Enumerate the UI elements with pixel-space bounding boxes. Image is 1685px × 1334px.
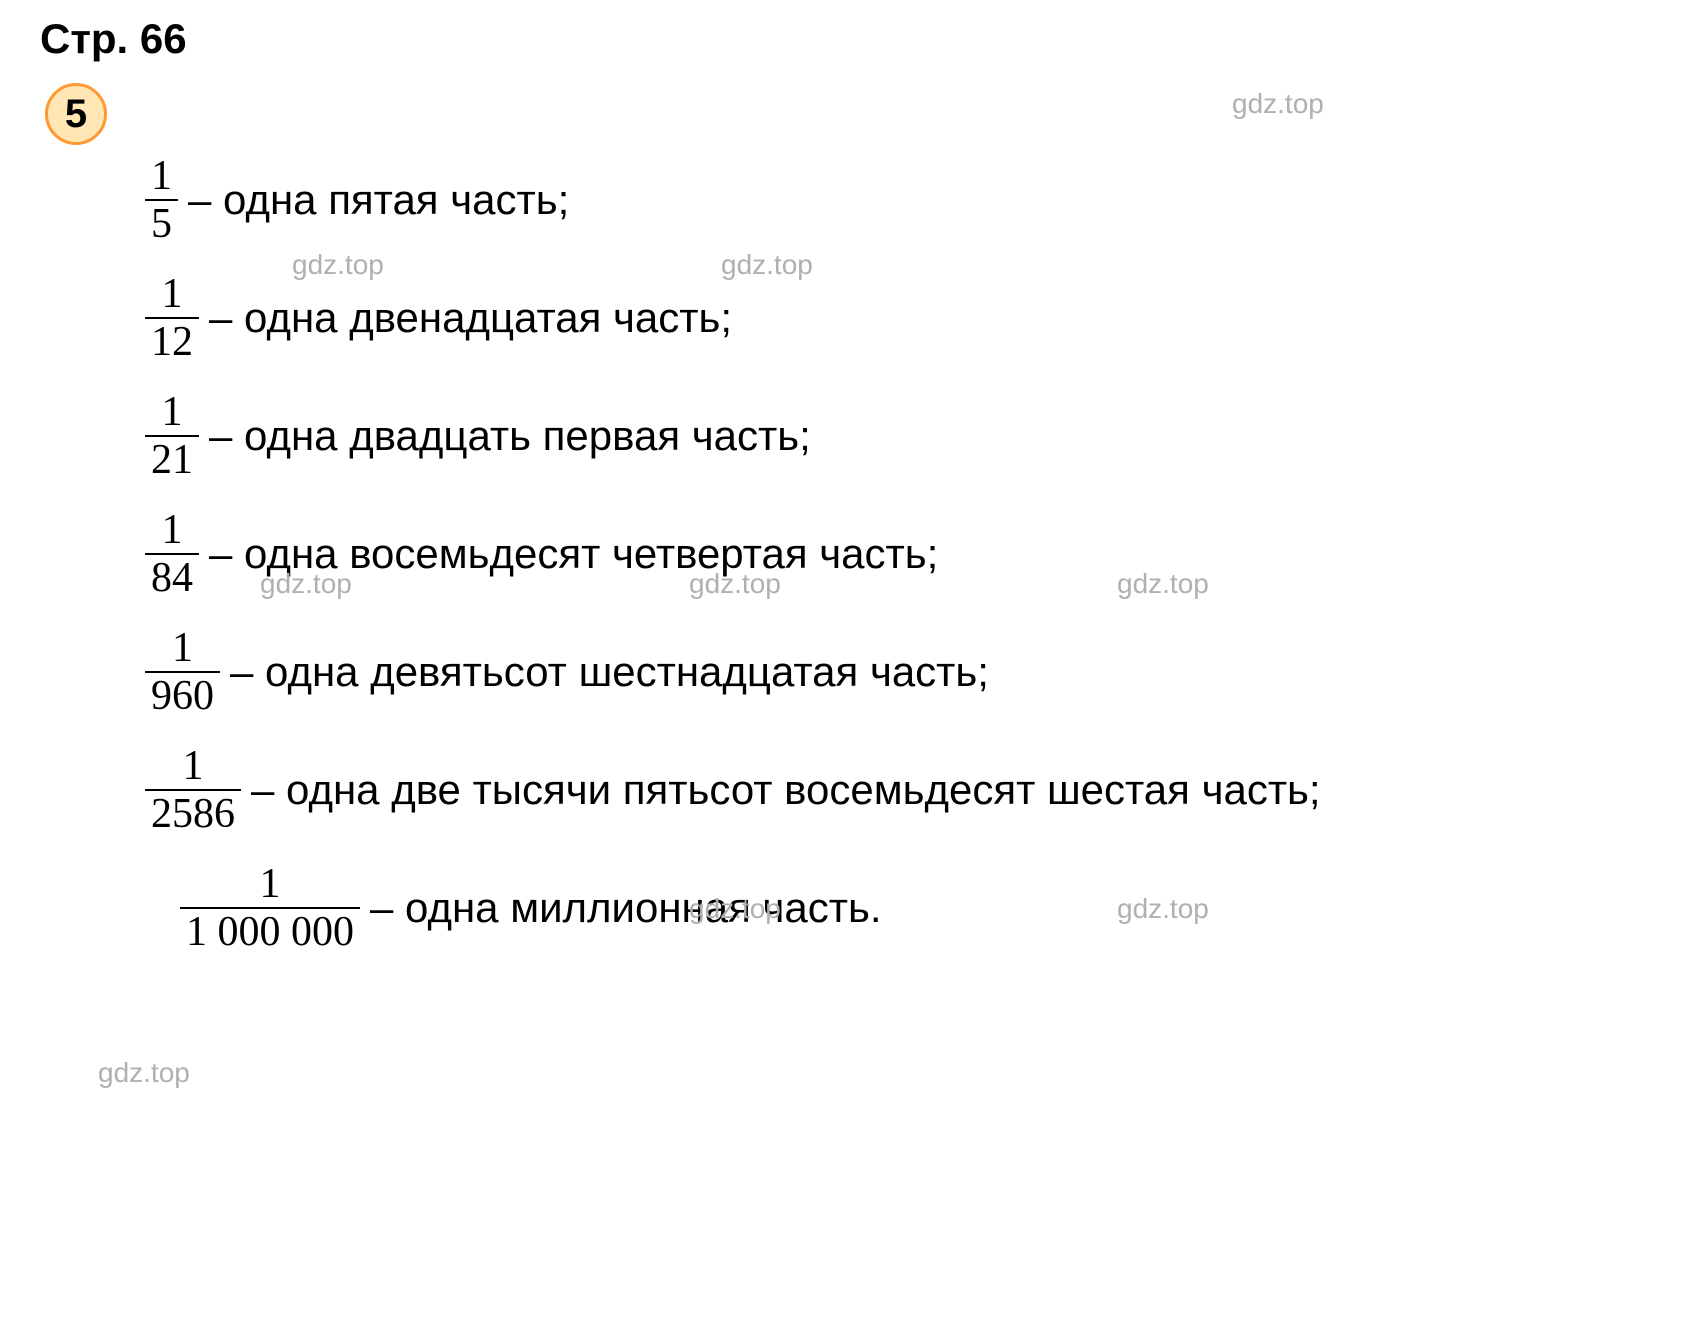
description-6: – одна две тысячи пятьсот восемьдесят ше…	[251, 766, 1321, 814]
problem-number-badge: 5	[45, 83, 107, 145]
denominator: 2586	[145, 789, 241, 835]
problem-number-text: 5	[65, 92, 87, 137]
fraction-1: 1 5	[145, 155, 178, 245]
fraction-row-2: 1 12 – одна двенадцатая часть;	[145, 273, 1645, 363]
fraction-row-6: 1 2586 – одна две тысячи пятьсот восемьд…	[145, 745, 1645, 835]
description-4: – одна восемьдесят четвертая часть;	[209, 530, 938, 578]
watermark-text: gdz.top	[98, 1057, 190, 1089]
numerator: 1	[254, 863, 287, 907]
fraction-row-4: 1 84 – одна восемьдесят четвертая часть;	[145, 509, 1645, 599]
fraction-6: 1 2586	[145, 745, 241, 835]
fraction-row-5: 1 960 – одна девятьсот шестнадцатая част…	[145, 627, 1645, 717]
fraction-row-1: 1 5 – одна пятая часть;	[145, 155, 1645, 245]
description-3: – одна двадцать первая часть;	[209, 412, 811, 460]
numerator: 1	[145, 155, 178, 199]
numerator: 1	[156, 391, 189, 435]
numerator: 1	[156, 273, 189, 317]
content-area: 1 5 – одна пятая часть; 1 12 – одна двен…	[145, 155, 1645, 953]
numerator: 1	[177, 745, 210, 789]
denominator: 960	[145, 671, 220, 717]
denominator: 84	[145, 553, 199, 599]
denominator: 21	[145, 435, 199, 481]
description-1: – одна пятая часть;	[188, 176, 569, 224]
watermark-text: gdz.top	[1232, 88, 1324, 120]
fraction-2: 1 12	[145, 273, 199, 363]
fraction-5: 1 960	[145, 627, 220, 717]
fraction-3: 1 21	[145, 391, 199, 481]
description-2: – одна двенадцатая часть;	[209, 294, 732, 342]
denominator: 1 000 000	[180, 907, 360, 953]
denominator: 12	[145, 317, 199, 363]
fraction-row-7: 1 1 000 000 – одна миллионная часть.	[145, 863, 1645, 953]
numerator: 1	[156, 509, 189, 553]
fraction-row-3: 1 21 – одна двадцать первая часть;	[145, 391, 1645, 481]
fraction-4: 1 84	[145, 509, 199, 599]
fraction-7: 1 1 000 000	[180, 863, 360, 953]
description-5: – одна девятьсот шестнадцатая часть;	[230, 648, 989, 696]
page-header: Стр. 66	[40, 15, 1645, 63]
denominator: 5	[145, 199, 178, 245]
description-7: – одна миллионная часть.	[370, 884, 882, 932]
numerator: 1	[166, 627, 199, 671]
